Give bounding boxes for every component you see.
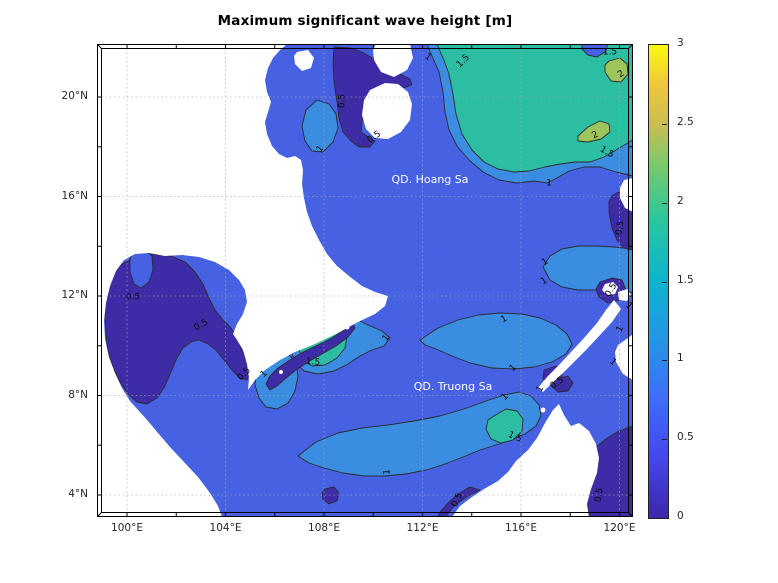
frame-tick — [628, 44, 633, 49]
land-layer — [97, 44, 633, 517]
frame-tick — [628, 512, 633, 517]
contour-band-0-0.5 — [437, 486, 481, 517]
y-tick-label: 12°N — [61, 289, 88, 301]
contour-band-1-1.5 — [301, 99, 339, 153]
frame-tick — [97, 44, 102, 49]
small-island — [279, 370, 283, 374]
colorbar-tick-label: 1.5 — [677, 273, 694, 286]
x-tick-label: 104°E — [209, 522, 242, 534]
contour-label: 1 — [383, 469, 393, 475]
contour-band-1-1.5 — [419, 312, 573, 370]
land-mass — [602, 282, 618, 295]
contour-label: 1.5 — [305, 357, 320, 368]
colorbar-tick-mark — [662, 360, 667, 362]
frame-rect — [101, 48, 629, 513]
contour-label-layer: 0.50.511 1.51.5221.510.50.5111111110.5111… — [126, 48, 633, 509]
contour-band-2-2.5 — [604, 57, 629, 83]
map-frame — [97, 44, 633, 517]
contour-label: 1 — [539, 276, 549, 288]
x-tick-label: 108°E — [308, 522, 340, 534]
contour-label: 0.5 — [593, 487, 605, 503]
frame-tick — [97, 512, 102, 517]
colorbar-tick-label: 0 — [677, 510, 684, 522]
contour-label: 0.5 — [126, 293, 140, 303]
land-mass — [97, 44, 388, 517]
contour-label: 1 — [500, 392, 511, 403]
contour-band-0-0.5 — [104, 253, 251, 405]
colorbar — [648, 44, 669, 519]
colorbar-tick-label: 2.5 — [677, 115, 694, 128]
contour-label: 1 — [546, 179, 552, 189]
colorbar-tick-label: 3 — [677, 37, 684, 49]
land-mass — [452, 404, 599, 517]
map-annotation: QD. Hoang Sa — [391, 173, 468, 186]
land-mass — [373, 44, 413, 77]
colorbar-tick-mark — [662, 202, 667, 204]
annotation-layer: QD. Hoang Sa QD. Truong Sa — [391, 173, 492, 393]
small-island — [344, 324, 350, 330]
map-plot: 0.50.511 1.51.5221.510.50.5111111110.5111… — [97, 44, 633, 517]
contour-label: 1 — [540, 257, 550, 269]
y-tick-label: 20°N — [61, 90, 88, 102]
contour-band-0-0.5 — [551, 375, 574, 393]
contour-label: 1 — [315, 144, 326, 155]
colorbar-tick-label: 2 — [677, 194, 684, 207]
contour-band-2-2.5 — [577, 120, 611, 143]
contour-label: 1 — [259, 369, 270, 380]
land-mass — [618, 289, 631, 301]
contour-band-1.5-2 — [485, 408, 524, 444]
contour-label: 1 — [422, 52, 432, 63]
contour-label: 1 — [607, 357, 618, 368]
x-tick-label: 116°E — [505, 522, 537, 534]
x-tick-label: 112°E — [406, 522, 439, 534]
contour-band-1-1.5 — [297, 391, 542, 477]
frame-rect — [97, 44, 633, 517]
land-mass — [294, 50, 314, 71]
colorbar-tick-label: 0.5 — [677, 431, 694, 444]
y-tick-label: 4°N — [68, 488, 88, 500]
contour-label: 1 — [508, 363, 519, 374]
y-tick-label: 16°N — [61, 189, 88, 202]
map-annotation: QD. Truong Sa — [414, 380, 493, 393]
grid-layer — [97, 44, 633, 517]
contour-label: 0.5 — [338, 94, 348, 108]
contour-label: 1 — [615, 324, 626, 333]
contour-band-0-0.5 — [265, 321, 356, 391]
colorbar-tick-mark — [662, 439, 667, 441]
contour-label: 1 — [535, 384, 547, 394]
x-tick-label: 100°E — [111, 522, 143, 534]
colorbar-tick-mark — [662, 281, 667, 283]
contour-label: 2 — [590, 130, 599, 141]
chart-title: Maximum significant wave height [m] — [217, 13, 513, 29]
contour-label: 1.5 — [603, 48, 617, 58]
contour-label: 1 — [499, 314, 509, 326]
contour-band-0-0.5 — [321, 486, 340, 505]
contour-label: 2 — [616, 69, 626, 80]
small-island — [540, 407, 546, 413]
contour-label: 1 — [381, 333, 392, 343]
land-mass — [538, 300, 621, 392]
colorbar-tick-mark — [662, 123, 667, 125]
colorbar-tick-label: 1 — [677, 352, 684, 365]
land-mass — [620, 178, 633, 212]
x-tick-label: 120°E — [603, 522, 636, 534]
y-tick-label: 8°N — [68, 388, 88, 401]
contour-label: 0.5 — [614, 220, 626, 236]
